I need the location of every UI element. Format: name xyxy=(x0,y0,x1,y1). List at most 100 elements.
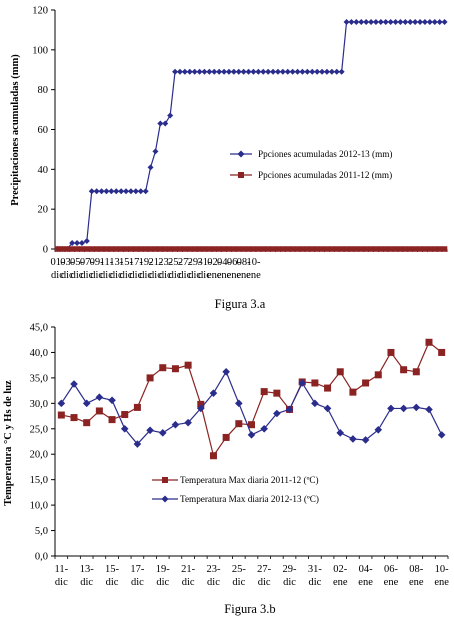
data-point-diamond xyxy=(191,68,198,75)
data-point-square xyxy=(358,246,364,252)
data-point-diamond xyxy=(314,68,321,75)
x-tick-label-day: 05- xyxy=(70,257,85,268)
x-tick-label-day: 23- xyxy=(158,257,173,268)
data-point-square xyxy=(70,414,78,422)
data-point-square xyxy=(59,246,66,252)
x-tick-label-month: ene xyxy=(217,270,232,281)
x-tick-label-day: 25- xyxy=(232,564,247,575)
x-tick-label-day: 19- xyxy=(139,257,154,268)
data-point-square xyxy=(324,384,332,392)
data-point-diamond xyxy=(392,18,399,25)
data-point-square xyxy=(349,388,357,396)
data-point-diamond xyxy=(157,120,164,127)
data-point-diamond xyxy=(437,431,446,439)
x-tick-label-month: dic xyxy=(90,270,103,281)
data-point-square xyxy=(378,246,384,252)
x-tick-label-day: 27- xyxy=(257,564,272,575)
x-tick-label-month: ene xyxy=(434,577,449,588)
x-tick-label-month: ene xyxy=(333,577,348,588)
x-tick-label-day: 06- xyxy=(384,564,399,575)
x-tick-label-day: 09- xyxy=(90,257,105,268)
data-point-square xyxy=(121,411,129,419)
data-point-square xyxy=(270,246,276,252)
data-point-square xyxy=(93,246,100,252)
data-point-square xyxy=(392,246,399,252)
x-tick-label-day: 13- xyxy=(109,257,124,268)
data-point-square xyxy=(311,379,319,387)
x-tick-label-day: 11- xyxy=(100,257,114,268)
data-point-square xyxy=(113,246,119,252)
data-point-square xyxy=(108,416,116,424)
data-point-square xyxy=(209,452,217,460)
data-point-diamond xyxy=(338,68,345,75)
data-point-square xyxy=(133,403,141,411)
legend-a-label-2011-12: Ppciones acumuladas 2011-12 (mm) xyxy=(258,170,392,180)
data-point-square xyxy=(108,246,115,252)
x-tick-label-day: 04- xyxy=(217,257,232,268)
data-point-diamond xyxy=(382,18,389,25)
x-tick-label-month: dic xyxy=(159,270,172,281)
data-point-square xyxy=(222,433,230,441)
data-point-square xyxy=(152,246,159,252)
data-point-square xyxy=(159,364,167,372)
data-point-diamond xyxy=(103,188,110,195)
y-tick-label: 35,0 xyxy=(30,373,48,384)
data-point-diamond xyxy=(162,120,169,127)
legend-a-label-2012-13: Ppciones acumuladas 2012-13 (mm) xyxy=(258,149,392,159)
x-tick-label-month: ene xyxy=(409,577,424,588)
data-point-square xyxy=(235,420,243,428)
legend-a-marker-2012-13 xyxy=(237,150,245,158)
data-point-square xyxy=(265,246,271,252)
data-point-square xyxy=(54,246,61,252)
data-point-diamond xyxy=(78,240,85,247)
data-point-square xyxy=(146,374,154,382)
data-point-diamond xyxy=(348,18,355,25)
chart-a-axes: 0 20 40 60 80 100 120 01- dic 03- dic 05- dic 07- dic 0… xyxy=(32,6,448,281)
data-point-square xyxy=(273,389,281,397)
data-point-diamond xyxy=(142,188,149,195)
data-point-square xyxy=(57,411,65,419)
data-point-square xyxy=(123,246,129,252)
y-tick-label: 20 xyxy=(38,205,49,216)
data-point-square xyxy=(374,371,382,379)
data-point-diamond xyxy=(247,431,256,439)
y-tick-label: 10,0 xyxy=(30,501,48,512)
data-point-diamond xyxy=(387,404,395,413)
data-point-square xyxy=(95,407,103,415)
x-tick-label-month: dic xyxy=(169,270,182,281)
chart-a-ylabel: Precipitaciones acumuladas (mm) xyxy=(10,54,21,206)
data-point-square xyxy=(79,246,85,252)
data-point-square xyxy=(196,246,203,252)
data-point-square xyxy=(289,246,296,252)
data-point-diamond xyxy=(304,68,311,75)
data-point-diamond xyxy=(57,399,66,408)
data-point-diamond xyxy=(108,396,116,405)
data-point-diamond xyxy=(319,68,326,75)
data-point-diamond xyxy=(336,429,345,437)
x-tick-label-month: dic xyxy=(106,577,119,588)
data-point-diamond xyxy=(323,68,330,75)
x-tick-label-month: dic xyxy=(80,270,93,281)
data-point-square xyxy=(412,368,420,376)
data-point-diamond xyxy=(421,18,428,25)
data-point-diamond xyxy=(349,435,357,443)
data-point-diamond xyxy=(240,68,247,75)
x-tick-label-month: ene xyxy=(384,577,399,588)
data-point-diamond xyxy=(260,424,268,433)
x-tick-label-day: 27- xyxy=(178,257,193,268)
data-point-square xyxy=(425,338,433,346)
series-1 xyxy=(54,246,448,252)
data-point-square xyxy=(383,246,389,252)
data-point-diamond xyxy=(353,18,360,25)
data-point-square xyxy=(236,246,242,252)
data-point-diamond xyxy=(196,404,205,413)
legend-b-marker-2012-13 xyxy=(161,495,169,503)
data-point-diamond xyxy=(361,436,370,444)
data-point-square xyxy=(362,379,370,387)
data-point-square xyxy=(167,246,173,252)
data-point-diamond xyxy=(221,68,228,75)
data-point-diamond xyxy=(387,18,394,25)
data-point-diamond xyxy=(431,18,438,25)
x-tick-label-day: 11- xyxy=(55,564,69,575)
